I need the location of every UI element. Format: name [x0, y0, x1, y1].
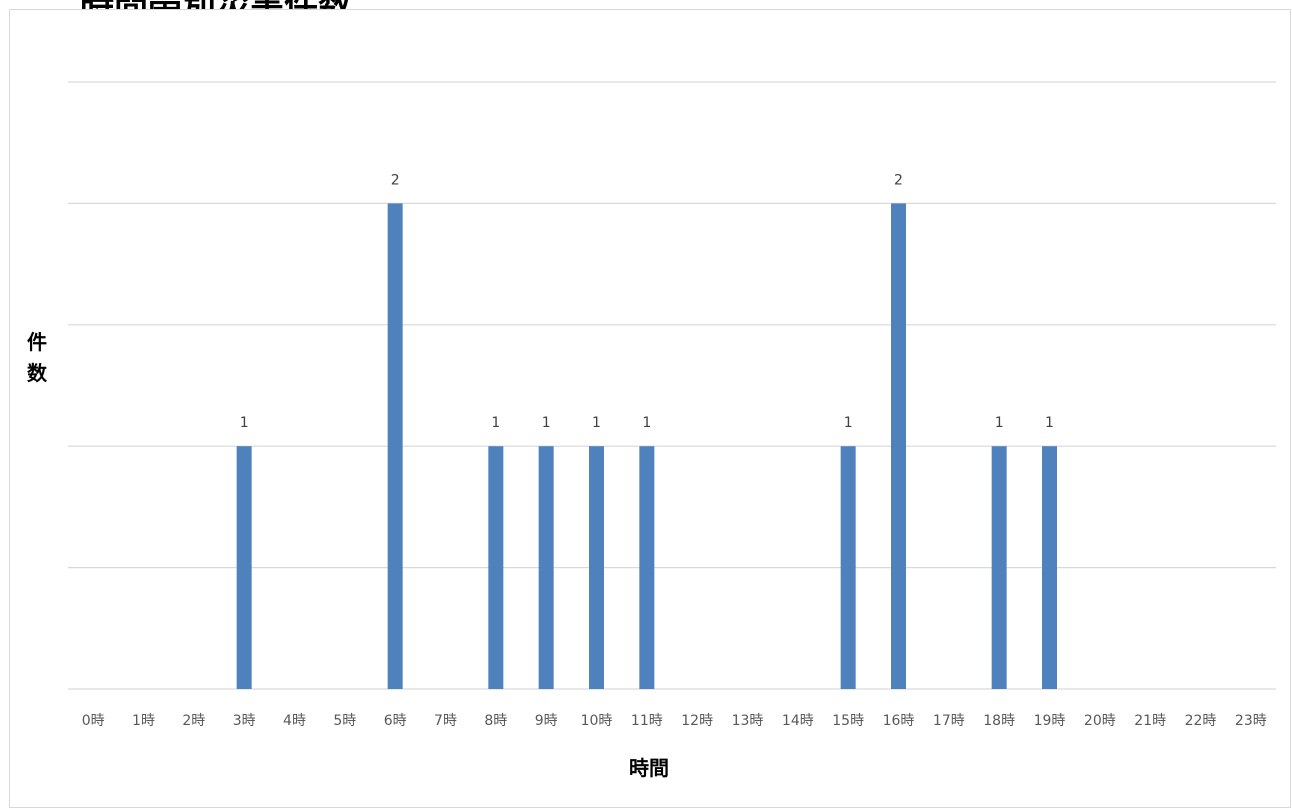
x-tick-label: 23時: [1235, 713, 1267, 729]
x-tick-label: 21時: [1134, 713, 1166, 729]
x-tick-label: 1時: [132, 713, 155, 729]
x-tick-label: 20時: [1084, 713, 1116, 729]
x-tick-label: 15時: [832, 713, 864, 729]
x-axis-title: 時間: [629, 756, 669, 780]
x-tick-label: 6時: [384, 713, 407, 729]
data-label: 1: [491, 415, 500, 431]
data-label: 2: [391, 172, 400, 188]
data-label: 1: [592, 415, 601, 431]
bars: [236, 203, 1057, 689]
bar: [891, 203, 906, 689]
x-tick-label: 19時: [1034, 713, 1066, 729]
bar: [1042, 446, 1057, 689]
data-label: 1: [995, 415, 1004, 431]
x-tick-label: 8時: [484, 713, 507, 729]
data-label: 1: [240, 415, 249, 431]
gridlines: [68, 81, 1276, 690]
x-tick-label: 16時: [883, 713, 915, 729]
bar: [991, 446, 1007, 689]
x-tick-label: 18時: [983, 713, 1015, 729]
bar: [236, 446, 252, 689]
data-label: 2: [894, 172, 903, 188]
data-label: 1: [642, 415, 651, 431]
y-axis-title-char: 数: [27, 361, 48, 385]
x-tick-label: 11時: [631, 713, 663, 729]
x-tick-label: 22時: [1185, 713, 1217, 729]
x-tick-label: 9時: [535, 713, 558, 729]
y-axis-title-char: 件: [27, 330, 47, 354]
x-tick-label: 2時: [182, 713, 205, 729]
bar: [488, 446, 504, 689]
data-label: 1: [844, 415, 853, 431]
x-tick-label: 5時: [333, 713, 356, 729]
x-tick-label: 13時: [732, 713, 764, 729]
x-tick-label: 4時: [283, 713, 306, 729]
x-tick-labels: 0時 1時 2時 3時 4時 5時 6時 7時 8時 9時 10時 11時 12時 13時 14時 15時 16…: [82, 713, 1267, 729]
x-tick-label: 0時: [82, 713, 105, 729]
x-tick-label: 10時: [581, 713, 613, 729]
x-tick-label: 17時: [933, 713, 965, 729]
bar: [639, 446, 655, 689]
bar: [840, 446, 856, 689]
data-labels: 1 2 1 1 1 1 1 2 1 1: [240, 172, 1054, 431]
bar: [538, 446, 554, 689]
bar: [589, 446, 604, 689]
y-axis-title: 件 数: [27, 330, 48, 385]
data-label: 1: [1045, 415, 1054, 431]
x-tick-label: 7時: [434, 713, 457, 729]
x-tick-label: 12時: [681, 713, 713, 729]
x-tick-label: 3時: [233, 713, 256, 729]
bar: [387, 203, 403, 689]
data-label: 1: [542, 415, 551, 431]
x-tick-label: 14時: [782, 713, 814, 729]
